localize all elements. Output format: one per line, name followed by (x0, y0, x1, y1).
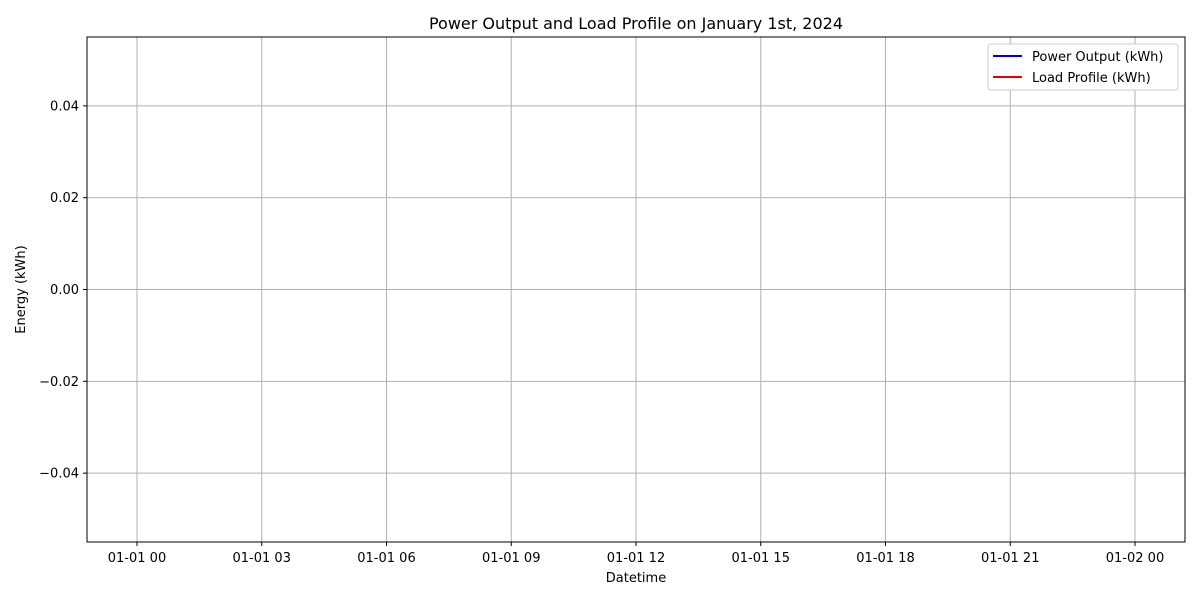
y-tick-label: −0.04 (39, 467, 79, 482)
x-tick-label: 01-02 00 (1106, 551, 1164, 566)
y-tick-label: −0.02 (39, 375, 79, 390)
y-axis: 0.04 0.02 0.00 −0.02 −0.04 (39, 99, 87, 482)
x-tick-label: 01-01 15 (732, 551, 790, 566)
x-tick-label: 01-01 06 (357, 551, 415, 566)
x-axis: 01-01 00 01-01 03 01-01 06 01-01 09 01-01 12… (108, 542, 1164, 566)
legend: Power Output (kWh) Load Profile (kWh) (987, 43, 1179, 91)
grid (87, 37, 1185, 542)
x-tick-label: 01-01 00 (108, 551, 166, 566)
y-axis-title: Energy (kWh) (14, 245, 29, 333)
y-tick-label: 0.00 (50, 283, 79, 298)
y-tick-label: 0.04 (50, 99, 79, 114)
chart-title: Power Output and Load Profile on January… (429, 14, 843, 33)
x-tick-label: 01-01 18 (856, 551, 914, 566)
x-tick-label: 01-01 21 (981, 551, 1039, 566)
x-tick-label: 01-01 12 (607, 551, 665, 566)
x-tick-label: 01-01 03 (233, 551, 291, 566)
legend-label-power-output: Power Output (kWh) (1032, 50, 1164, 65)
y-tick-label: 0.02 (50, 191, 79, 206)
x-axis-title: Datetime (606, 571, 666, 586)
legend-label-load-profile: Load Profile (kWh) (1032, 71, 1151, 86)
x-tick-label: 01-01 09 (482, 551, 540, 566)
legend-box (987, 43, 1179, 91)
